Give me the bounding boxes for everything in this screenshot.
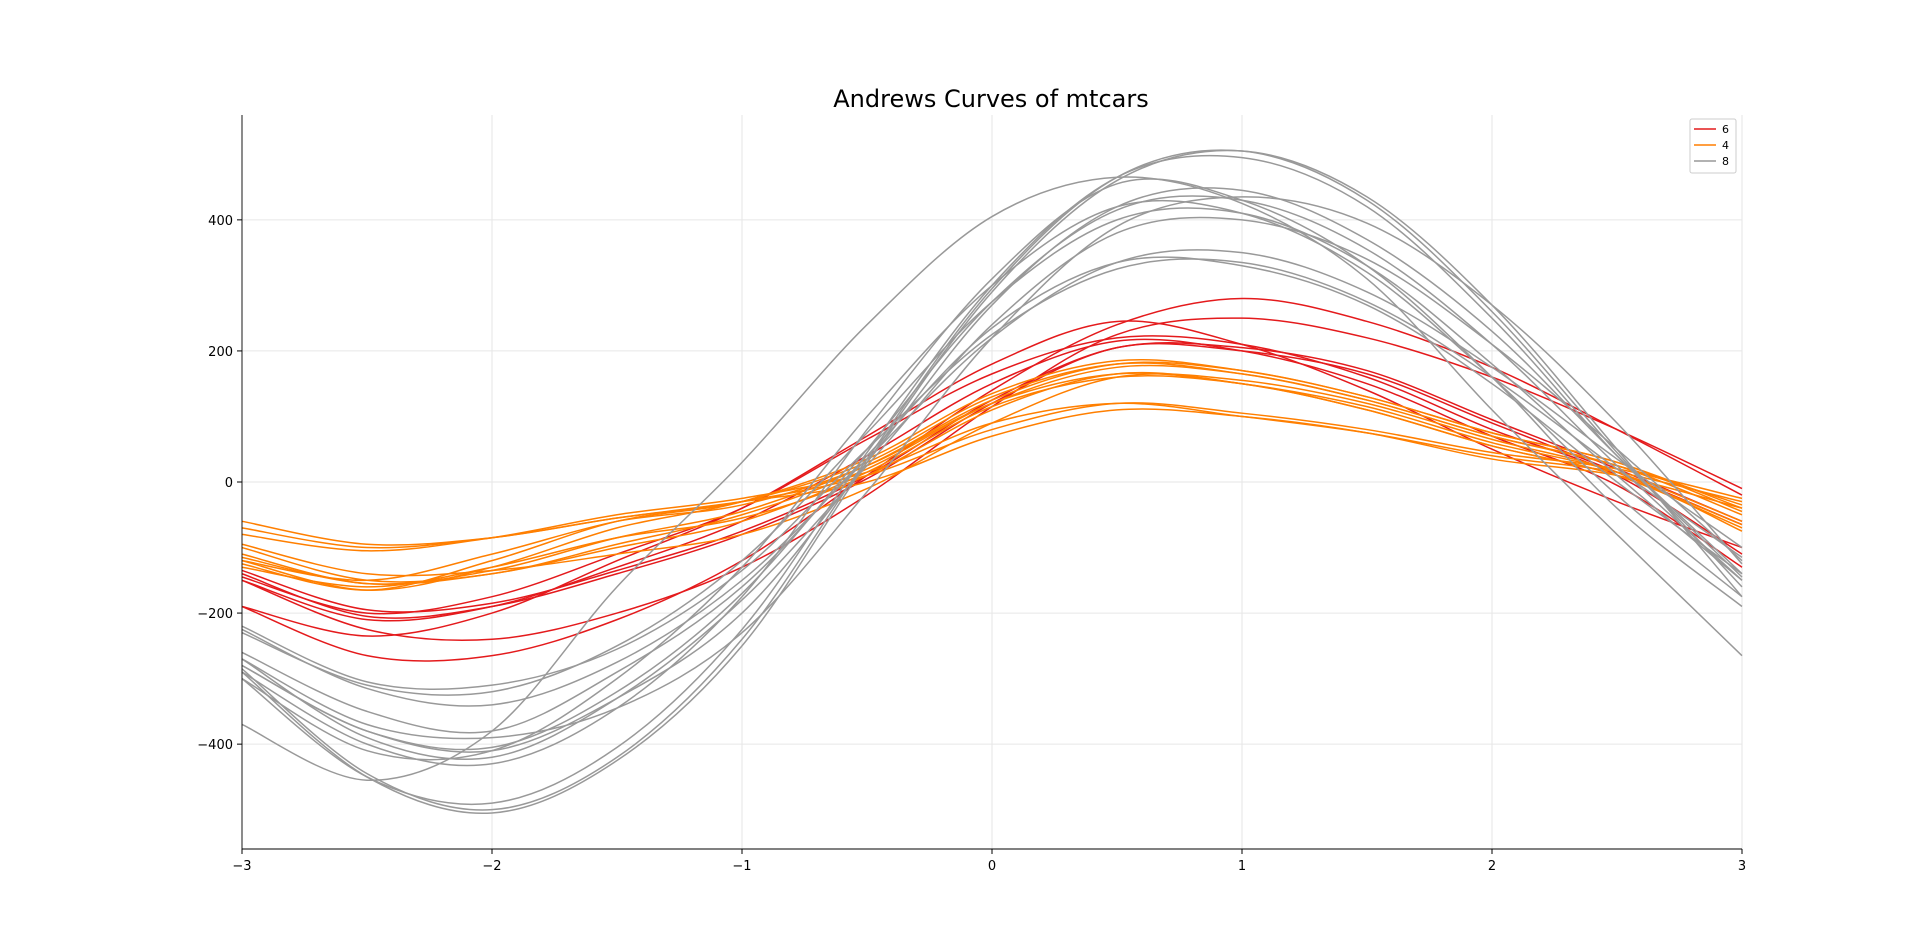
x-tick-label: 1: [1238, 859, 1246, 874]
series-line-8: [241, 187, 1743, 753]
series-line-4: [241, 362, 1743, 591]
x-tick-label: −3: [232, 859, 251, 874]
x-tick-label: −1: [732, 859, 751, 874]
series-line-8: [241, 149, 1743, 811]
grid: [241, 115, 1743, 849]
series-line-4: [241, 371, 1743, 588]
series-line-8: [241, 149, 1743, 815]
series-line-8: [241, 256, 1743, 734]
legend-label: 4: [1722, 139, 1729, 152]
y-tick-label: −200: [197, 607, 233, 622]
series-line-8: [241, 176, 1743, 781]
chart-title: Andrews Curves of mtcars: [833, 85, 1149, 113]
series-line-8: [241, 154, 1743, 806]
y-axis: −400 −200 0 200 400: [197, 214, 242, 753]
series-line-6: [241, 335, 1743, 615]
series-line-6: [241, 320, 1743, 637]
curves: [241, 149, 1743, 815]
series-line-8: [241, 196, 1743, 740]
series-line-4: [241, 373, 1743, 577]
series-line-4: [241, 372, 1743, 582]
x-tick-label: 3: [1738, 859, 1746, 874]
x-tick-label: 2: [1488, 859, 1496, 874]
y-tick-label: 200: [208, 345, 233, 360]
x-tick-label: 0: [988, 859, 996, 874]
x-tick-label: −2: [482, 859, 501, 874]
y-tick-label: 0: [225, 476, 233, 491]
series-line-8: [241, 258, 1743, 691]
legend-label: 8: [1722, 155, 1729, 168]
series-line-4: [241, 408, 1743, 549]
series-line-8: [241, 195, 1743, 751]
legend-frame: [1689, 118, 1737, 174]
legend-label: 6: [1722, 123, 1729, 136]
legend: 6 4 8: [1689, 118, 1737, 174]
x-axis: −3 −2 −1 0 1 2 3: [232, 849, 1746, 874]
y-tick-label: 400: [208, 214, 233, 229]
y-tick-label: −400: [197, 738, 233, 753]
